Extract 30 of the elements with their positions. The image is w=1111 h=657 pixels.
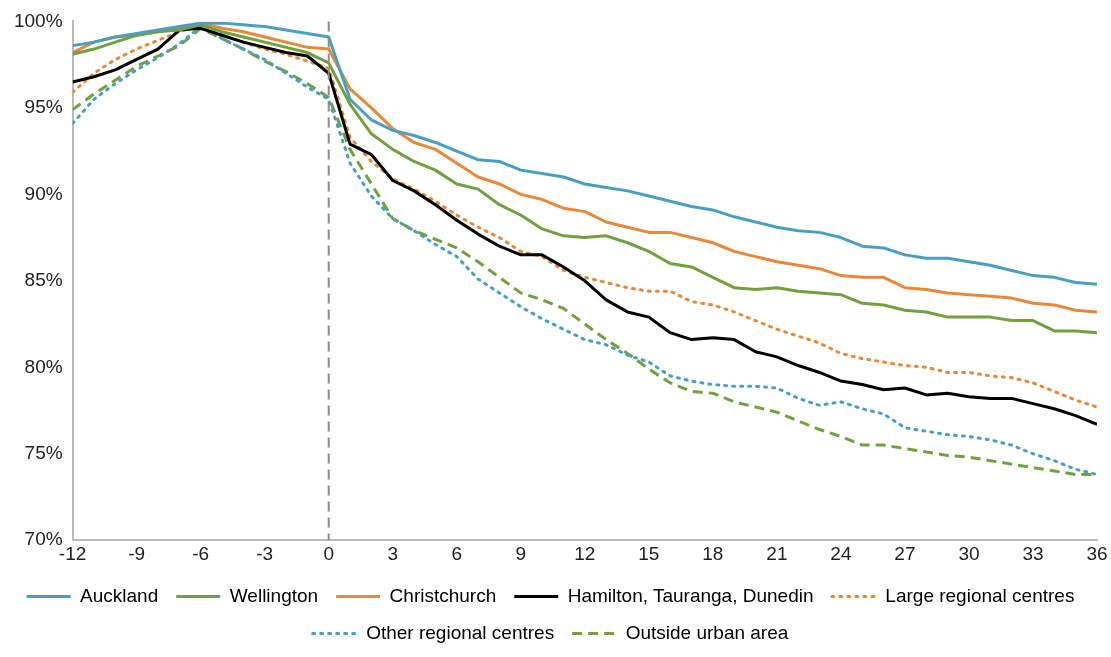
x-tick-label: 24 <box>830 542 852 564</box>
y-tick-label: 70% <box>24 528 63 550</box>
legend-label: Christchurch <box>389 584 497 606</box>
x-tick-label: 15 <box>638 542 660 564</box>
x-tick-label: 6 <box>451 542 463 564</box>
x-tick-label: -6 <box>192 542 210 564</box>
y-tick-label: 85% <box>24 269 63 291</box>
y-tick-label: 95% <box>24 96 63 118</box>
x-tick-label: 36 <box>1086 542 1108 564</box>
x-tick-label: 3 <box>387 542 399 564</box>
legend-label: Outside urban area <box>625 621 789 643</box>
legend-label: Auckland <box>80 584 159 606</box>
x-tick-label: -9 <box>128 542 146 564</box>
legend-label: Other regional centres <box>366 621 555 643</box>
x-tick-label: 12 <box>574 542 596 564</box>
legend-label: Large regional centres <box>885 584 1075 606</box>
x-tick-label: 21 <box>766 542 788 564</box>
x-tick-label: 9 <box>515 542 527 564</box>
x-tick-label: 27 <box>894 542 916 564</box>
y-tick-label: 100% <box>13 9 63 31</box>
x-tick-label: 30 <box>958 542 980 564</box>
x-tick-label: -3 <box>256 542 274 564</box>
y-tick-label: 75% <box>24 441 63 463</box>
x-tick-label: 0 <box>323 542 334 564</box>
y-tick-label: 80% <box>24 355 63 377</box>
legend-label: Wellington <box>229 584 319 606</box>
x-tick-label: 33 <box>1022 542 1044 564</box>
y-tick-label: 90% <box>24 182 63 204</box>
x-tick-label: 18 <box>702 542 724 564</box>
legend-label: Hamilton, Tauranga, Dunedin <box>567 584 814 606</box>
